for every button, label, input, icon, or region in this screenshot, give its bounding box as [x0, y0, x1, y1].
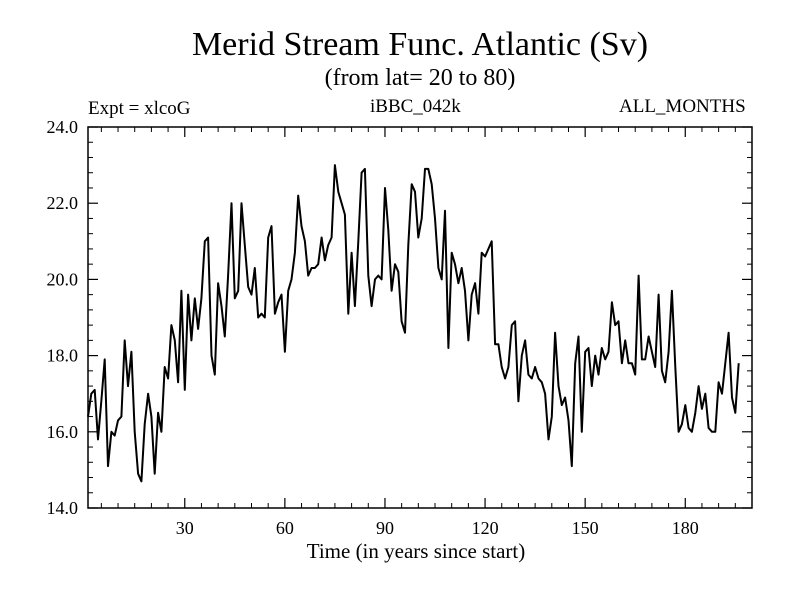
x-tick-label: 90 [376, 518, 394, 538]
x-tick-label: 120 [472, 518, 499, 538]
series-line [87, 164, 740, 483]
chart-title: Merid Stream Func. Atlantic (Sv) [191, 26, 649, 63]
y-tick-label: 14.0 [47, 498, 79, 518]
plot-frame [87, 126, 753, 509]
x-tick-label: 150 [572, 518, 599, 538]
y-tick-label: 24.0 [47, 117, 79, 137]
y-tick-label: 18.0 [47, 346, 79, 366]
x-tick-label: 180 [672, 518, 699, 538]
y-tick-label: 20.0 [47, 269, 79, 289]
months-label: ALL_MONTHS [619, 96, 746, 117]
y-tick-label: 16.0 [47, 422, 79, 442]
y-tick-label: 22.0 [47, 193, 79, 213]
chart-subtitle: (from lat= 20 to 80) [324, 65, 516, 91]
series-group [87, 164, 740, 483]
run-id-label: iBBC_042k [370, 96, 461, 117]
experiment-label: Expt = xlcoG [88, 98, 191, 119]
axes: 30 60 90 120 150 180 14.0 16.0 18.0 20.0 22.0 24.0 [47, 117, 752, 538]
x-axis-label: Time (in years since start) [307, 539, 526, 563]
x-tick-label: 30 [176, 518, 194, 538]
x-tick-label: 60 [276, 518, 294, 538]
